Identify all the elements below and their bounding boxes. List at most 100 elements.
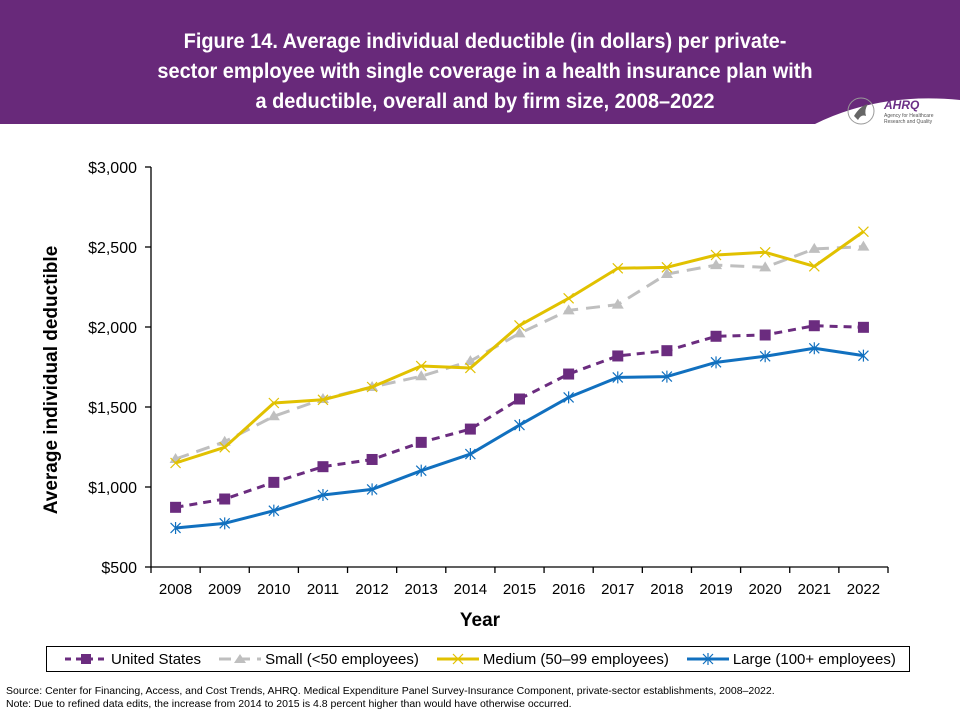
banner-shape <box>0 0 960 124</box>
data-point <box>612 371 624 384</box>
data-point <box>562 304 575 315</box>
series-group <box>169 226 870 534</box>
data-point <box>514 393 525 405</box>
legend-item-small: Small (<50 employees) <box>217 651 419 668</box>
data-point <box>366 483 378 496</box>
series-line <box>175 324 864 509</box>
data-point <box>759 350 771 363</box>
chart-title: Figure 14. Average individual deductible… <box>81 27 889 117</box>
title-line: a deductible, overall and by firm size, … <box>255 90 715 113</box>
data-point <box>317 461 329 473</box>
y-tick-label: $1,500 <box>88 400 137 417</box>
data-point <box>366 453 378 465</box>
legend-item-medium: Medium (50–99 employees) <box>435 651 669 668</box>
legend-item-united-states: United States <box>63 651 201 668</box>
title-banner: Figure 14. Average individual deductible… <box>0 0 960 130</box>
y-tick-label: $1,000 <box>88 480 137 497</box>
x-tick-label: 2008 <box>159 581 192 598</box>
data-point <box>415 360 427 372</box>
data-point <box>710 356 722 369</box>
data-point <box>464 423 476 435</box>
data-point <box>858 226 869 238</box>
legend-label: Medium (50–99 employees) <box>482 650 669 668</box>
x-tick-label: 2019 <box>699 581 732 598</box>
y-tick-label: $500 <box>101 560 137 577</box>
x-tick-label: 2015 <box>503 581 536 598</box>
logo-name: AHRQ <box>884 98 920 112</box>
x-tick-label: 2014 <box>454 581 487 598</box>
data-point <box>415 464 427 477</box>
x-tick-label: 2020 <box>748 581 781 598</box>
data-point <box>808 320 820 332</box>
y-axis-label: Average individual deductible <box>41 245 62 515</box>
x-axis-label: Year <box>459 610 501 631</box>
data-point <box>219 441 231 453</box>
x-tick-label: 2018 <box>650 581 683 598</box>
footer: Source: Center for Financing, Access, an… <box>6 685 775 711</box>
legend-label: United States <box>111 650 202 668</box>
legend-label: Small (<50 employees) <box>265 650 419 668</box>
data-point <box>415 436 427 448</box>
axes: $500 $1,000 $1,500 $2,000 $2,500 $3,000 2008 20… <box>88 160 889 598</box>
data-point <box>563 391 575 404</box>
data-point <box>661 345 673 357</box>
data-point <box>612 350 624 362</box>
legend-swatch-united-states <box>65 654 107 664</box>
x-tick-label: 2013 <box>405 581 438 598</box>
data-point <box>219 493 231 505</box>
series-line <box>175 346 864 530</box>
data-point <box>415 370 428 381</box>
legend-item-large: Large (100+ employees) <box>685 651 896 668</box>
data-point <box>563 368 575 380</box>
data-point <box>563 292 575 304</box>
data-point <box>661 370 673 383</box>
data-note: Note: Due to refined data edits, the inc… <box>6 698 572 710</box>
data-point <box>858 349 869 362</box>
data-point <box>857 321 869 333</box>
data-point <box>268 504 280 517</box>
x-tick-label: 2010 <box>257 581 290 598</box>
data-point <box>808 342 820 355</box>
data-point <box>268 397 280 409</box>
x-tick-label: 2009 <box>208 581 241 598</box>
data-point <box>170 457 181 469</box>
data-point <box>464 362 476 374</box>
data-point <box>710 249 722 261</box>
data-point <box>808 242 821 253</box>
ahrq-logo: AHRQ Agency for Healthcare Research and … <box>846 96 956 132</box>
data-point <box>660 268 673 279</box>
series-medium-50-99-employees <box>170 226 869 469</box>
x-tick-label: 2016 <box>552 581 585 598</box>
y-tick-label: $2,500 <box>88 240 137 257</box>
title-line: Figure 14. Average individual deductible… <box>183 30 787 53</box>
data-point <box>710 259 723 270</box>
data-point <box>513 327 526 338</box>
title-line: sector employee with single coverage in … <box>157 60 813 83</box>
data-point <box>808 260 820 272</box>
data-point <box>759 246 771 258</box>
legend-swatch-small <box>219 654 262 663</box>
data-point <box>759 261 772 272</box>
data-point <box>759 329 771 341</box>
y-tick-label: $2,000 <box>88 320 137 337</box>
legend-label: Large (100+ employees) <box>732 650 896 668</box>
data-point <box>170 501 182 513</box>
data-point <box>366 381 378 393</box>
data-point <box>514 319 525 331</box>
legend: United States Small (<50 employees) Medi… <box>46 646 910 672</box>
data-point <box>317 394 329 406</box>
data-point <box>268 476 280 488</box>
x-tick-label: 2021 <box>798 581 831 598</box>
data-point <box>514 419 525 432</box>
series-large-100-employees <box>170 342 869 534</box>
data-point <box>611 298 624 309</box>
data-point <box>464 448 476 461</box>
logo-subtitle: Agency for Healthcare Research and Quali… <box>884 113 934 125</box>
data-point <box>661 261 673 273</box>
y-tick-label: $3,000 <box>88 160 137 177</box>
x-tick-label: 2017 <box>601 581 634 598</box>
x-tick-label: 2022 <box>847 581 880 598</box>
data-point <box>857 240 870 251</box>
hhs-eagle-icon <box>847 97 875 125</box>
